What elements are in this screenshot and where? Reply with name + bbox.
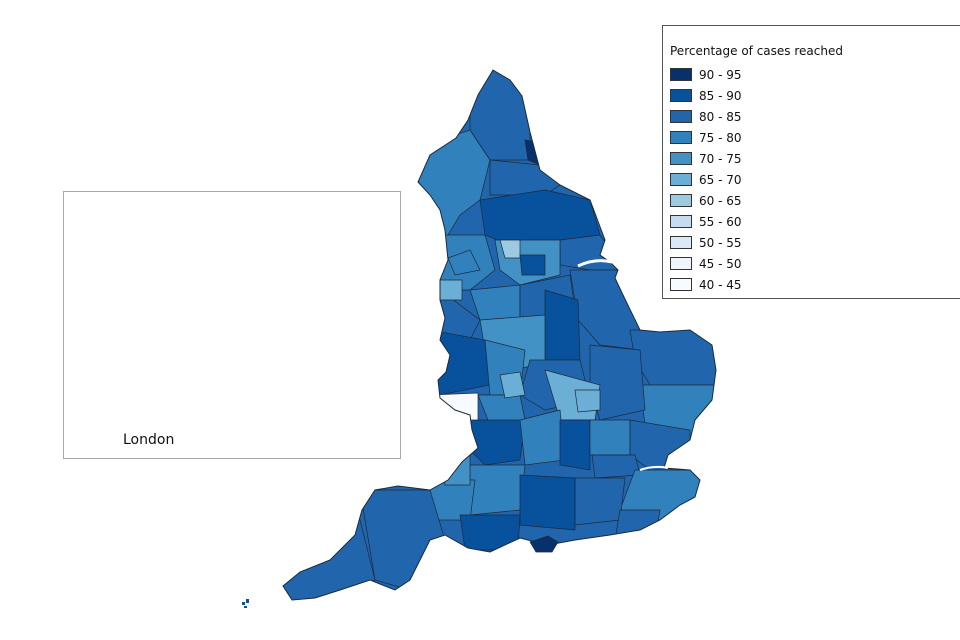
legend-item: 80 - 85 — [670, 106, 742, 127]
legend-item: 70 - 75 — [670, 148, 742, 169]
region-cornwall — [283, 519, 376, 600]
region-isle-of-wight — [529, 535, 559, 553]
legend-title: Percentage of cases reached — [670, 44, 843, 58]
legend-swatch — [670, 89, 692, 102]
legend-swatch — [670, 110, 692, 123]
legend-item: 40 - 45 — [670, 274, 742, 295]
legend-item: 60 - 65 — [670, 190, 742, 211]
thames-estuary — [639, 465, 669, 471]
legend-range-label: 90 - 95 — [699, 67, 742, 82]
region-berkshire-wiltshire — [469, 464, 526, 516]
legend-item: 65 - 70 — [670, 169, 742, 190]
london-inset-frame — [63, 191, 401, 459]
region-cumbria-south — [447, 249, 481, 276]
legend-item: 90 - 95 — [670, 64, 742, 85]
region-dorset — [459, 514, 521, 551]
london-inset-label: London — [123, 432, 175, 448]
region-hertfordshire — [589, 419, 631, 456]
legend-range-label: 55 - 60 — [699, 214, 742, 229]
legend-range-label: 70 - 75 — [699, 151, 742, 166]
legend-swatch — [670, 236, 692, 249]
legend-range-label: 40 - 45 — [699, 277, 742, 292]
region-east-sussex — [614, 509, 661, 541]
legend-items: 90 - 95 85 - 90 80 - 85 75 - 80 70 - 75 65 - … — [670, 64, 742, 295]
legend-swatch — [670, 68, 692, 81]
legend-swatch — [670, 194, 692, 207]
legend-range-label: 50 - 55 — [699, 235, 742, 250]
legend-item: 45 - 50 — [670, 253, 742, 274]
legend-item: 50 - 55 — [670, 232, 742, 253]
region-nottinghamshire — [544, 289, 581, 366]
region-merseyside-detail — [439, 279, 463, 301]
region-surrey — [574, 477, 626, 526]
legend-item: 55 - 60 — [670, 211, 742, 232]
legend-swatch — [670, 131, 692, 144]
legend-range-label: 80 - 85 — [699, 109, 742, 124]
legend-swatch — [670, 215, 692, 228]
region-east-yorkshire — [559, 234, 626, 271]
england-outline — [282, 69, 717, 601]
region-hampshire — [519, 474, 576, 531]
region-west-midlands — [574, 389, 601, 413]
legend-range-label: 65 - 70 — [699, 172, 742, 187]
legend-range-label: 60 - 65 — [699, 193, 742, 208]
region-oxfordshire — [519, 409, 566, 466]
region-gloucestershire — [469, 419, 526, 466]
legend-swatch — [670, 278, 692, 291]
region-leeds-detail — [519, 254, 546, 276]
region-herefordshire — [429, 392, 479, 441]
legend-swatch — [670, 173, 692, 186]
region-buckinghamshire — [559, 419, 591, 471]
legend-swatch — [670, 257, 692, 270]
legend-item: 85 - 90 — [670, 85, 742, 106]
map-legend: Percentage of cases reached 90 - 95 85 - … — [662, 25, 960, 299]
legend-range-label: 45 - 50 — [699, 256, 742, 271]
region-birmingham-detail — [499, 371, 526, 399]
legend-swatch — [670, 152, 692, 165]
humber-estuary — [577, 259, 613, 268]
legend-range-label: 85 - 90 — [699, 88, 742, 103]
region-greater-london — [591, 454, 641, 479]
isles-of-scilly — [242, 599, 249, 608]
legend-item: 75 - 80 — [670, 127, 742, 148]
legend-range-label: 75 - 80 — [699, 130, 742, 145]
region-north-yorkshire — [479, 189, 601, 246]
